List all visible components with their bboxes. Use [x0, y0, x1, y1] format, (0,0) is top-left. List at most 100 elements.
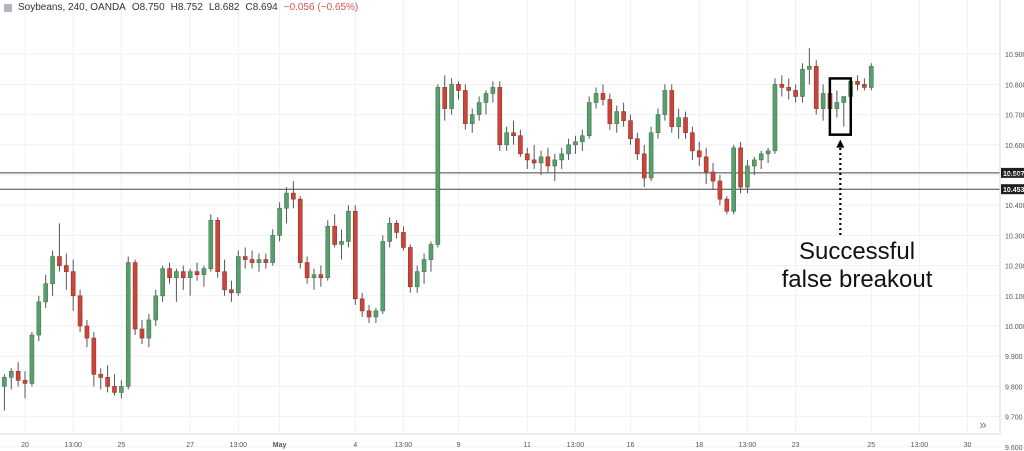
candle-body: [408, 247, 413, 288]
candle-body: [146, 319, 152, 339]
candle-body: [208, 220, 214, 269]
highlight-box: [828, 77, 853, 136]
candle-body: [862, 84, 867, 88]
candle-body: [236, 256, 241, 294]
candle-body: [834, 102, 840, 109]
candle-body: [380, 241, 386, 312]
candle-body: [710, 171, 716, 182]
candle-body: [160, 268, 165, 297]
candle-body: [180, 271, 186, 278]
y-tick-label: 10.300: [1005, 233, 1024, 240]
x-tick-label: 30: [964, 442, 972, 449]
y-tick-label: 10.600: [1005, 143, 1024, 150]
y-tick-label: 9.900: [1005, 354, 1023, 361]
y-tick-label: 10.500: [1005, 173, 1024, 180]
x-tick-label: 13:00: [230, 442, 248, 449]
candle-body: [772, 84, 778, 152]
y-tick-label: 10.200: [1005, 264, 1024, 271]
candle-body: [139, 328, 145, 339]
candle-body: [112, 386, 117, 393]
candle-body: [304, 262, 310, 278]
candle-body: [463, 90, 468, 124]
candle-body: [476, 102, 482, 115]
candle-body: [717, 180, 723, 200]
candle-body: [800, 69, 805, 97]
arrow-head: [836, 139, 845, 148]
x-tick-label: 11: [524, 442, 531, 449]
candle-body: [765, 150, 771, 155]
candle-body: [215, 220, 220, 272]
candle-body: [119, 386, 124, 393]
price-level-tag: [1001, 167, 1024, 178]
x-tick-label: 20: [21, 442, 29, 449]
candle-body: [538, 156, 544, 164]
candle-body: [820, 93, 826, 109]
candle-body: [731, 147, 736, 212]
candle-body: [167, 268, 172, 278]
candle-body: [421, 259, 427, 272]
x-tick-label: 23: [792, 442, 800, 449]
symbol-label: Soybeans, 240, OANDA: [18, 2, 126, 13]
candle-body: [366, 310, 372, 318]
candle-body: [614, 111, 620, 124]
price-axis[interactable]: 9.600 9.700 9.800 9.900 10.000 10.100 10.200 10…: [999, 0, 1024, 451]
y-tick-label: 9.600: [1005, 445, 1023, 451]
candle-body: [346, 210, 351, 242]
x-tick-label: May: [273, 442, 287, 449]
candle-body: [600, 93, 606, 100]
candle-body: [855, 81, 860, 85]
change-value: −0.056 (−0.65%): [283, 2, 359, 13]
scroll-to-realtime-button[interactable]: »: [979, 417, 987, 432]
candle-body: [132, 262, 138, 330]
candle-body: [868, 65, 874, 88]
candle-body: [50, 256, 55, 285]
candle-body: [531, 159, 537, 164]
candle-body: [607, 99, 613, 124]
candle-body: [311, 274, 317, 278]
y-tick-label: 9.700: [1005, 415, 1023, 422]
candle-body: [690, 132, 695, 152]
high-value: H8.752: [170, 2, 203, 13]
candle-body: [242, 256, 248, 260]
candle-body: [77, 295, 83, 327]
x-tick-label: 4: [353, 442, 357, 449]
candle-body: [696, 150, 702, 158]
candle-body: [724, 198, 730, 212]
candle-body: [64, 265, 69, 272]
candle-body: [635, 138, 640, 155]
y-tick-label: 10.000: [1005, 324, 1024, 331]
candle-body: [580, 135, 585, 143]
x-tick-label: 13:00: [567, 442, 585, 449]
candle-body: [98, 374, 104, 378]
candle-body: [793, 90, 798, 97]
candle-body: [807, 65, 812, 70]
candle-body: [552, 159, 558, 167]
candle-body: [91, 337, 97, 375]
candle-body: [249, 259, 255, 263]
x-tick-label: 9: [457, 442, 461, 449]
candle-body: [504, 132, 509, 146]
x-tick-label: 13:00: [395, 442, 413, 449]
y-tick-label: 10.100: [1005, 294, 1024, 301]
candle-body: [566, 144, 571, 155]
candle-body: [57, 256, 62, 266]
candle-body: [683, 117, 688, 134]
candle-body: [70, 271, 76, 297]
candle-body: [359, 298, 365, 312]
candle-body: [641, 153, 647, 179]
candle-body: [428, 244, 434, 260]
candle-body: [662, 90, 668, 115]
x-tick-label: 13:00: [911, 442, 929, 449]
chart-grid: [0, 0, 1000, 448]
time-axis[interactable]: 20 13:00 25 27 13:00 May 4 13:00 9 11 13:00 16 18 13:…: [0, 433, 1000, 449]
false-breakout-marker: [828, 77, 853, 235]
candle-body: [174, 271, 179, 278]
candle-body: [84, 325, 90, 339]
candle-body: [401, 232, 406, 248]
candle-body: [752, 159, 757, 167]
x-tick-label: 16: [627, 442, 635, 449]
candle-body: [593, 93, 599, 103]
candle-body: [277, 207, 282, 236]
candle-body: [352, 210, 358, 300]
